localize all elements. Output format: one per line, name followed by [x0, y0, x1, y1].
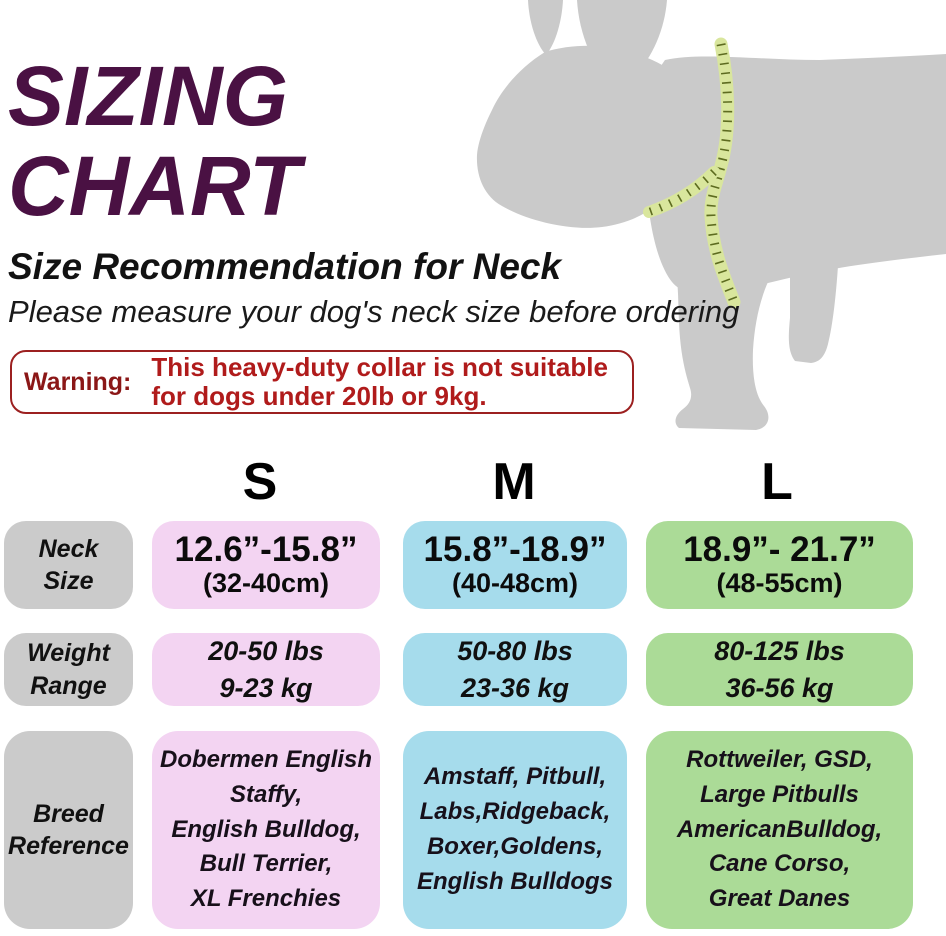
dog-front-leg-shape [645, 195, 796, 430]
row-label-weight-range: Weight Range [4, 633, 133, 706]
warning-label: Warning: [24, 367, 132, 396]
page-subtitle: Size Recommendation for Neck [8, 246, 562, 287]
neck-size-cm: (48-55cm) [716, 568, 843, 599]
breed-reference-cell-s: Dobermen English Staffy, English Bulldog… [152, 731, 380, 929]
row-label-line: Breed [33, 799, 104, 828]
breed-line: Amstaff, Pitbull, [423, 763, 607, 791]
title-line-1: SIZING [8, 49, 289, 143]
row-label-line: Reference [8, 832, 129, 860]
breed-line: Cane Corso, [708, 850, 851, 878]
breed-line: AmericanBulldog, [676, 815, 883, 843]
breed-line: XL Frenchies [190, 885, 342, 913]
breed-line: Staffy, [229, 780, 303, 808]
neck-size-cell-s: 12.6”-15.8” (32-40cm) [152, 521, 380, 609]
weight-range-cell-l: 80-125 lbs 36-56 kg [646, 633, 913, 706]
row-label-line: Weight [27, 639, 110, 667]
dog-left-ear-icon [528, 0, 563, 55]
breed-reference-cell-l: Rottweiler, GSD, Large Pitbulls American… [646, 731, 913, 929]
row-label-breed-reference: Breed Reference [4, 731, 133, 929]
weight-kg: 36-56 kg [725, 672, 834, 703]
neck-size-cell-l: 18.9”- 21.7” (48-55cm) [646, 521, 913, 609]
neck-size-inches: 12.6”-15.8” [174, 530, 358, 570]
neck-size-inches: 15.8”-18.9” [423, 530, 607, 570]
breed-line: Bull Terrier, [199, 850, 333, 878]
dog-head-shape [476, 45, 681, 228]
neck-size-inches: 18.9”- 21.7” [683, 530, 876, 570]
weight-lbs: 50-80 lbs [457, 636, 573, 667]
measuring-tape-icon [704, 37, 741, 309]
breed-line: English Bulldogs [417, 867, 613, 895]
weight-range-cell-m: 50-80 lbs 23-36 kg [403, 633, 627, 706]
column-header-m: M [492, 453, 536, 511]
neck-size-cm: (32-40cm) [202, 568, 330, 599]
weight-lbs: 80-125 lbs [714, 636, 845, 667]
page-title: SIZING CHART [8, 49, 301, 233]
breed-reference-cell-m: Amstaff, Pitbull, Labs,Ridgeback, Boxer,… [403, 731, 627, 929]
warning-box: Warning: This heavy-duty collar is not s… [10, 350, 634, 414]
title-line-2: CHART [8, 138, 301, 233]
weight-lbs: 20-50 lbs [208, 636, 324, 667]
breed-line: Dobermen English [159, 746, 373, 773]
row-label-line: Neck [38, 534, 99, 563]
breed-line: English Bulldog, [171, 815, 361, 843]
breed-line: Large Pitbulls [700, 780, 859, 808]
breed-line: Boxer,Goldens, [426, 833, 604, 860]
neck-size-cell-m: 15.8”-18.9” (40-48cm) [403, 521, 627, 609]
warning-message-line-1: This heavy-duty collar is not suitable [151, 352, 608, 383]
row-label-line: Range [30, 671, 107, 700]
dog-far-leg-shape [788, 260, 838, 363]
breed-line: Rottweiler, GSD, [686, 746, 873, 773]
measure-note: Please measure your dog's neck size befo… [8, 294, 740, 329]
weight-range-cell-s: 20-50 lbs 9-23 kg [152, 633, 380, 706]
column-header-l: L [761, 453, 793, 511]
weight-kg: 9-23 kg [219, 672, 313, 703]
weight-kg: 23-36 kg [460, 672, 570, 703]
measuring-tape-branch-icon [643, 166, 720, 218]
dog-silhouette-illustration [476, 0, 946, 430]
breed-line: Great Danes [708, 885, 851, 913]
warning-message: This heavy-duty collar is not suitable fo… [151, 353, 608, 410]
warning-message-line-2: for dogs under 20lb or 9kg. [151, 381, 487, 411]
row-label-line: Size [43, 567, 94, 595]
column-header-s: S [242, 453, 278, 511]
neck-size-cm: (40-48cm) [451, 568, 579, 599]
row-label-neck-size: Neck Size [4, 521, 133, 609]
breed-line: Labs,Ridgeback, [419, 798, 611, 826]
